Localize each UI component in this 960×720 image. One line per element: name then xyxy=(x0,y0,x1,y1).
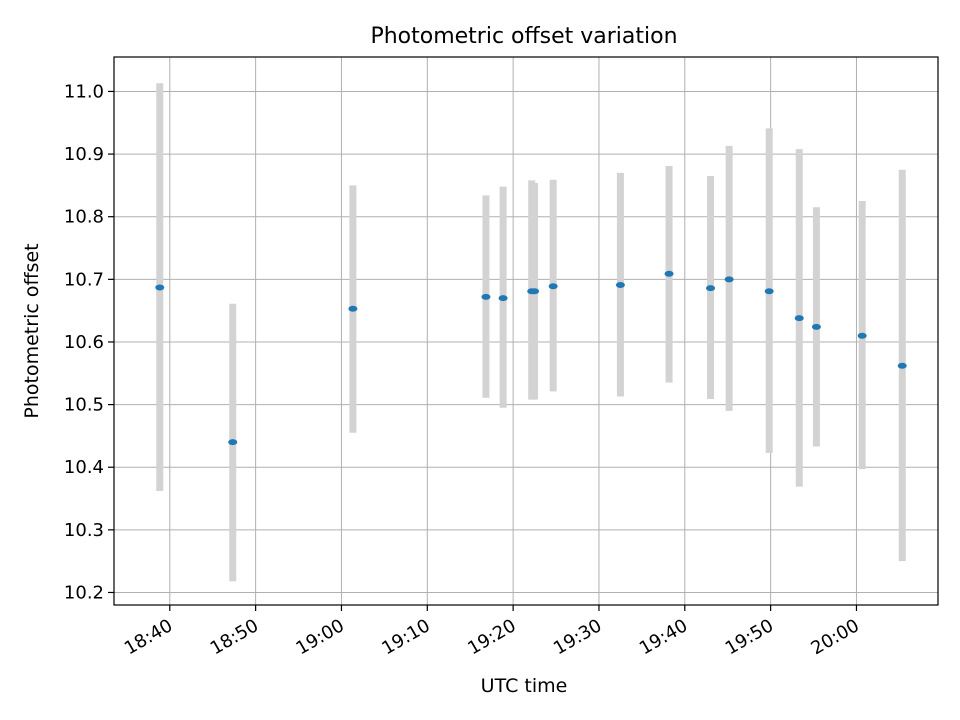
y-tick-label: 10.6 xyxy=(64,332,104,353)
data-point xyxy=(498,295,508,302)
y-tick-label: 11.0 xyxy=(64,81,104,102)
data-point xyxy=(857,332,867,339)
data-point xyxy=(811,323,821,330)
y-tick-label: 10.5 xyxy=(64,395,104,416)
data-point xyxy=(548,283,558,290)
data-point xyxy=(664,270,674,277)
y-tick-label: 10.7 xyxy=(64,269,104,290)
y-axis: 10.2 10.3 10.4 10.5 10.6 10.7 10.8 10.9 11.0 xyxy=(64,81,114,603)
data-point xyxy=(228,439,238,446)
data-points xyxy=(155,270,907,446)
y-tick-label: 10.4 xyxy=(64,457,104,478)
y-axis-label: Photometric offset xyxy=(21,243,43,418)
y-tick-label: 10.8 xyxy=(64,207,104,228)
data-point xyxy=(615,281,625,288)
data-point xyxy=(724,276,734,283)
data-point xyxy=(706,285,716,292)
plot-frame xyxy=(113,56,939,606)
chart-title: Photometric offset variation xyxy=(370,24,677,49)
x-axis-label: UTC time xyxy=(481,675,568,697)
data-point xyxy=(481,293,491,300)
data-point xyxy=(348,305,358,312)
y-tick-label: 10.3 xyxy=(64,520,104,541)
y-tick-label: 10.2 xyxy=(64,582,104,603)
data-point xyxy=(794,315,804,322)
data-point xyxy=(897,362,907,369)
data-point xyxy=(155,284,165,291)
data-point xyxy=(530,288,540,295)
data-point xyxy=(764,288,774,295)
y-tick-label: 10.9 xyxy=(64,144,104,165)
